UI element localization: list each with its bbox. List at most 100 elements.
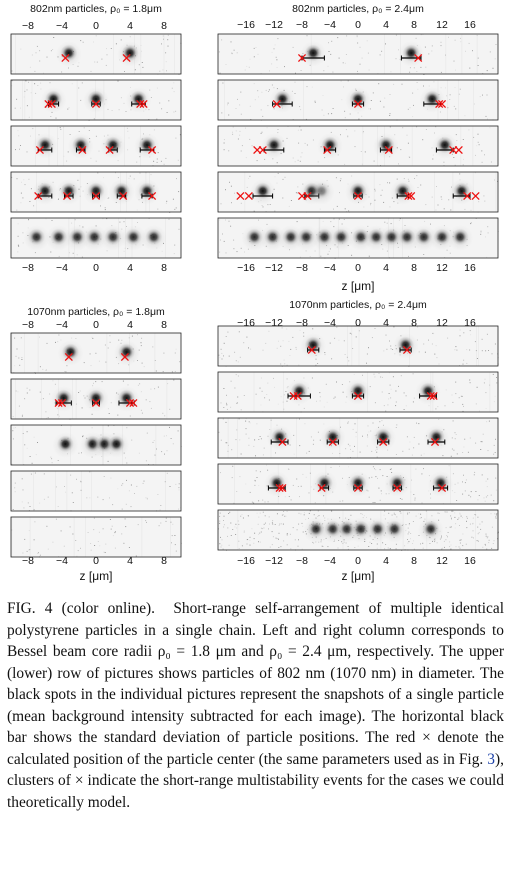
noise-pixel [171, 542, 172, 544]
noise-pixel [328, 250, 330, 252]
noise-pixel [258, 516, 260, 518]
noise-pixel [156, 158, 158, 160]
noise-pixel [399, 498, 401, 499]
image-row [217, 217, 499, 259]
noise-pixel [21, 478, 23, 480]
noise-pixel [375, 476, 377, 478]
noise-pixel [306, 35, 308, 37]
noise-pixel [361, 513, 363, 515]
noise-pixel [72, 252, 74, 254]
figure-reference-link[interactable]: 3 [487, 750, 495, 768]
noise-pixel [282, 178, 284, 180]
noise-pixel [371, 543, 373, 544]
noise-pixel [64, 486, 65, 487]
noise-pixel [441, 198, 443, 200]
noise-pixel [143, 366, 145, 368]
noise-pixel [443, 161, 445, 163]
noise-pixel [451, 394, 453, 396]
noise-pixel [306, 452, 308, 454]
tick-label: 16 [464, 555, 476, 567]
noise-pixel [438, 363, 440, 365]
noise-pixel [166, 70, 167, 72]
noise-pixel [487, 118, 488, 120]
noise-pixel [137, 524, 139, 526]
noise-pixel [49, 393, 51, 395]
noise-pixel [104, 207, 106, 209]
noise-pixel [475, 491, 477, 492]
row-background [218, 34, 498, 74]
noise-pixel [403, 409, 405, 410]
noise-pixel [282, 340, 284, 342]
noise-pixel [377, 477, 378, 479]
noise-pixel [24, 538, 26, 540]
noise-pixel [294, 539, 296, 541]
row-frame [10, 33, 182, 75]
noise-pixel [292, 157, 294, 159]
noise-pixel [289, 533, 291, 535]
noise-pixel [460, 395, 462, 397]
noise-pixel [282, 514, 284, 516]
noise-pixel [366, 445, 368, 447]
noise-pixel [400, 149, 402, 151]
noise-pixel [28, 549, 30, 551]
noise-pixel [20, 48, 22, 50]
noise-pixel [356, 36, 358, 38]
noise-pixel [238, 548, 240, 549]
noise-pixel [80, 489, 82, 491]
noise-pixel [369, 541, 371, 543]
noise-pixel [77, 179, 79, 181]
noise-pixel [57, 460, 59, 461]
noise-pixel [236, 429, 238, 431]
noise-pixel [315, 358, 317, 360]
noise-pixel [428, 339, 429, 341]
noise-pixel [373, 373, 375, 375]
noise-pixel [470, 496, 472, 498]
noise-pixel [158, 525, 160, 527]
noise-pixel [347, 80, 349, 82]
noise-pixel [469, 67, 471, 69]
noise-pixel [219, 512, 221, 514]
noise-pixel [159, 509, 161, 511]
noise-pixel [480, 233, 482, 235]
noise-pixel [289, 355, 291, 356]
noise-pixel [150, 174, 152, 176]
noise-pixel [479, 523, 481, 525]
noise-pixel [11, 70, 13, 72]
noise-pixel [340, 134, 341, 136]
noise-pixel [474, 172, 476, 174]
noise-pixel [317, 161, 319, 163]
noise-pixel [495, 517, 497, 519]
noise-pixel [314, 250, 316, 252]
noise-pixel [169, 408, 171, 410]
noise-pixel [451, 526, 452, 528]
noise-pixel [430, 493, 431, 495]
noise-pixel [286, 533, 288, 535]
caption-text-end: ), clusters of × indicate the short-rang… [7, 750, 504, 811]
noise-pixel [237, 98, 238, 100]
tick-label: −8 [296, 555, 308, 567]
noise-pixel [303, 377, 305, 379]
noise-pixel [45, 411, 47, 413]
noise-pixel [283, 359, 285, 361]
noise-pixel [223, 526, 225, 528]
noise-pixel [118, 363, 120, 365]
noise-pixel [381, 376, 383, 378]
streak [41, 379, 42, 419]
noise-pixel [448, 465, 450, 467]
noise-pixel [454, 87, 456, 88]
noise-pixel [481, 338, 483, 340]
noise-pixel [228, 355, 230, 357]
noise-pixel [121, 508, 123, 510]
noise-pixel [67, 151, 69, 153]
noise-pixel [380, 490, 382, 492]
row-frame [10, 79, 182, 121]
noise-pixel [338, 339, 340, 341]
noise-pixel [473, 474, 475, 476]
noise-pixel [485, 350, 487, 352]
noise-pixel [298, 512, 300, 514]
noise-pixel [125, 503, 127, 505]
noise-pixel [440, 45, 442, 47]
noise-pixel [487, 478, 489, 480]
noise-pixel [344, 62, 346, 64]
tick-label: 4 [383, 555, 389, 567]
